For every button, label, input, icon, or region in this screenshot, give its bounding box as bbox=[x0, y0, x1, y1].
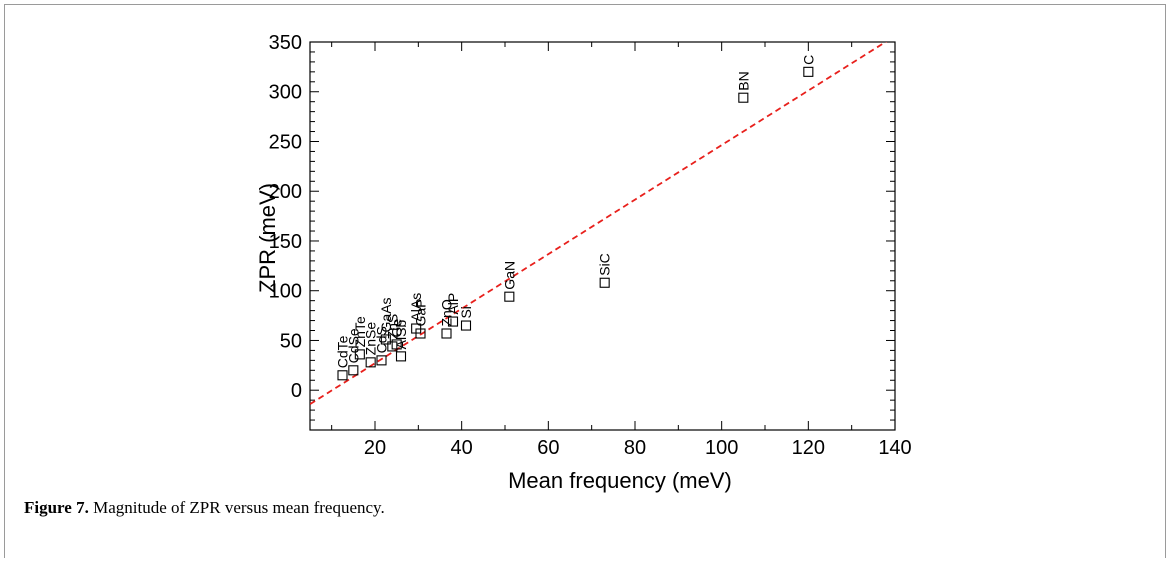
data-point bbox=[391, 339, 402, 350]
plot-border bbox=[309, 41, 896, 431]
data-point bbox=[354, 349, 365, 360]
x-axis-title: Mean frequency (meV) bbox=[508, 468, 732, 493]
y-tick-label: 300 bbox=[269, 82, 302, 104]
data-point bbox=[337, 370, 348, 381]
data-point-label: ZnSe bbox=[363, 322, 379, 356]
y-tick-label: 50 bbox=[280, 330, 302, 352]
y-tick-label: 150 bbox=[269, 231, 302, 253]
x-tick-label: 60 bbox=[537, 437, 559, 459]
x-tick-label: 140 bbox=[878, 437, 911, 459]
data-point bbox=[348, 365, 359, 376]
fit-line bbox=[310, 42, 888, 405]
data-point-label: AlP bbox=[445, 293, 461, 315]
data-point-label: Ge bbox=[389, 319, 405, 338]
x-tick-label: 80 bbox=[624, 437, 646, 459]
data-point bbox=[504, 291, 515, 302]
data-point-label: ZnS bbox=[384, 314, 400, 340]
data-point-label: Si bbox=[458, 306, 474, 318]
data-point-label: CdSe bbox=[345, 328, 361, 363]
data-point-label: CdTe bbox=[335, 335, 351, 368]
data-point bbox=[599, 277, 610, 288]
figure-caption-text: Magnitude of ZPR versus mean frequency. bbox=[93, 498, 385, 517]
data-point bbox=[376, 355, 387, 366]
data-point-label: GaN bbox=[501, 261, 517, 290]
x-tick-label: 100 bbox=[705, 437, 738, 459]
y-tick-label: 0 bbox=[291, 380, 302, 402]
data-point-label: BN bbox=[735, 71, 751, 90]
plot-area: 20 40 60 80 100 120 140 0 50 100 150 200 250 300 350 Cd… bbox=[269, 32, 912, 459]
data-point-label: GaP bbox=[413, 298, 429, 326]
x-tick-label: 120 bbox=[792, 437, 825, 459]
data-point-label: SiC bbox=[597, 253, 613, 276]
x-tick-label: 40 bbox=[451, 437, 473, 459]
data-point bbox=[380, 334, 391, 345]
data-point bbox=[441, 328, 452, 339]
zpr-scatter-chart: 20 40 60 80 100 120 140 0 50 100 150 200 250 300 350 Cd… bbox=[255, 32, 912, 493]
data-point bbox=[365, 357, 376, 368]
data-point bbox=[395, 351, 407, 362]
data-point-label: C bbox=[800, 55, 816, 65]
data-point-label: ZnTe bbox=[352, 316, 368, 347]
data-point bbox=[738, 92, 749, 103]
figure-frame bbox=[4, 4, 1166, 558]
y-tick-label: 200 bbox=[269, 181, 302, 203]
data-point bbox=[415, 328, 426, 339]
y-tick-label: 100 bbox=[269, 281, 302, 303]
data-point bbox=[803, 66, 814, 77]
data-point-label: AlAs bbox=[408, 293, 424, 322]
figure-label: Figure 7. bbox=[24, 498, 89, 517]
data-point-label: GaAs bbox=[378, 297, 394, 332]
y-tick-label: 350 bbox=[269, 32, 302, 54]
y-tick-label: 250 bbox=[269, 131, 302, 153]
data-point-label: AlSb bbox=[393, 320, 409, 350]
data-point-label: ZnO bbox=[439, 299, 455, 326]
y-axis-title: ZPR (meV) bbox=[255, 183, 280, 293]
data-point bbox=[447, 316, 459, 327]
data-point bbox=[460, 320, 472, 331]
x-tick-label: 20 bbox=[364, 437, 386, 459]
figure-caption: Figure 7. Magnitude of ZPR versus mean f… bbox=[24, 498, 385, 518]
